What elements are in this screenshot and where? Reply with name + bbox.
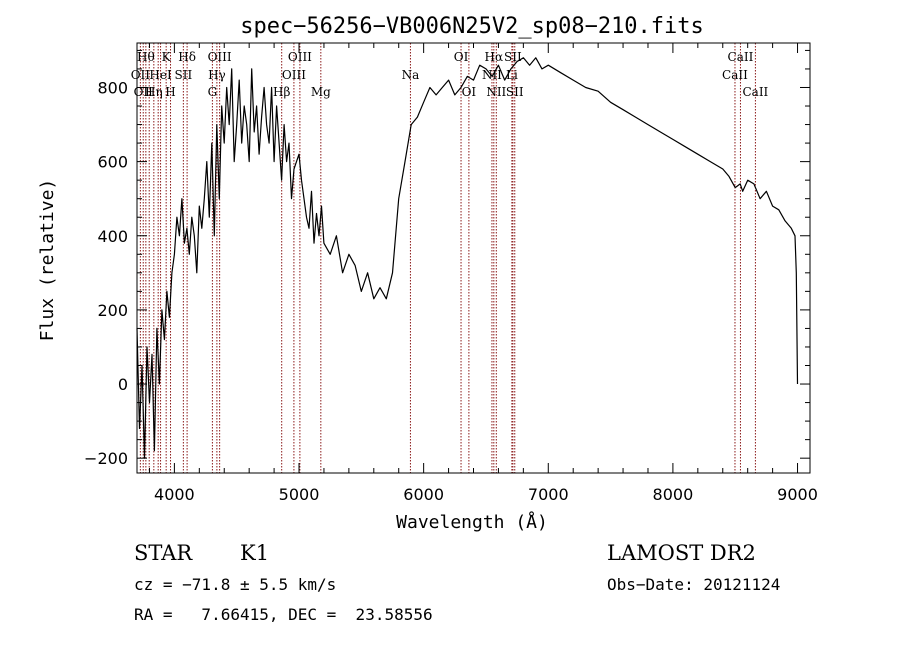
emission-line-label: NII — [486, 85, 506, 99]
emission-line-label: Hβ — [273, 85, 290, 99]
emission-line-label: G — [208, 85, 218, 99]
y-tick-label: 0 — [118, 375, 128, 394]
observation-date: Obs−Date: 20121124 — [607, 575, 780, 594]
x-axis-label: Wavelength (Å) — [396, 511, 548, 533]
y-tick-label: 400 — [97, 227, 128, 246]
y-tick-label: 600 — [97, 153, 128, 172]
y-tick-label: −200 — [84, 449, 128, 468]
emission-line-label: OI — [462, 85, 477, 99]
emission-line-label: OII — [134, 85, 154, 99]
emission-line-label: Mg — [311, 85, 331, 99]
y-tick-label: 800 — [97, 78, 128, 97]
emission-line-label: Hα — [485, 50, 504, 64]
spectrum-line — [136, 57, 799, 459]
emission-line-label: NII — [482, 68, 502, 82]
emission-line-label: OIII — [282, 68, 306, 82]
emission-line-label: OII — [131, 68, 151, 82]
x-tick-label: 8000 — [653, 485, 694, 504]
emission-line-label: Hγ — [208, 68, 226, 82]
emission-line-label: H — [165, 85, 175, 99]
emission-line-label: SII — [504, 50, 522, 64]
x-axis-ticks: 4000 5000 6000 7000 8000 9000 — [148, 43, 818, 504]
emission-line-label: OIII — [208, 50, 232, 64]
y-tick-label: 200 — [97, 301, 128, 320]
y-axis-label: Flux (relative) — [37, 179, 58, 342]
emission-line-label: CaII — [722, 68, 748, 82]
emission-line-label: CaII — [742, 85, 768, 99]
emission-line-label: SII — [175, 68, 193, 82]
redshift-readout: cz = −71.8 ± 5.5 km/s — [134, 575, 336, 594]
emission-line-label: OI — [454, 50, 469, 64]
emission-line-label: HeI — [149, 68, 172, 82]
emission-line-label: Hδ — [178, 50, 196, 64]
chart-title: spec−56256−VB006N25V2_sp08−210.fits — [240, 14, 704, 39]
emission-line-label: K — [162, 50, 172, 64]
emission-line-label: CaII — [728, 50, 754, 64]
y-axis-ticks: −200 0 200 400 600 800 — [84, 49, 810, 468]
survey-name: LAMOST DR2 — [607, 541, 756, 565]
x-tick-label: 9000 — [777, 485, 818, 504]
x-tick-label: 4000 — [154, 485, 195, 504]
coordinates-readout: RA = 7.66415, DEC = 23.58556 — [134, 605, 433, 624]
emission-line-label: Hη — [145, 85, 163, 99]
x-tick-label: 7000 — [528, 485, 569, 504]
emission-line-labels: OIIOIIHθHηHeIKHSIIHδGHγOIIIHβOIIIOIIIMgN… — [131, 50, 769, 99]
emission-line-label: OIII — [288, 50, 312, 64]
emission-line-label: SII — [506, 85, 524, 99]
object-subclass: K1 — [240, 541, 269, 565]
x-tick-label: 6000 — [403, 485, 444, 504]
object-class: STAR — [134, 541, 193, 565]
emission-line-label: Li — [506, 68, 518, 82]
x-tick-label: 5000 — [279, 485, 320, 504]
emission-line-label: Hθ — [137, 50, 155, 64]
emission-line-label: Na — [402, 68, 420, 82]
